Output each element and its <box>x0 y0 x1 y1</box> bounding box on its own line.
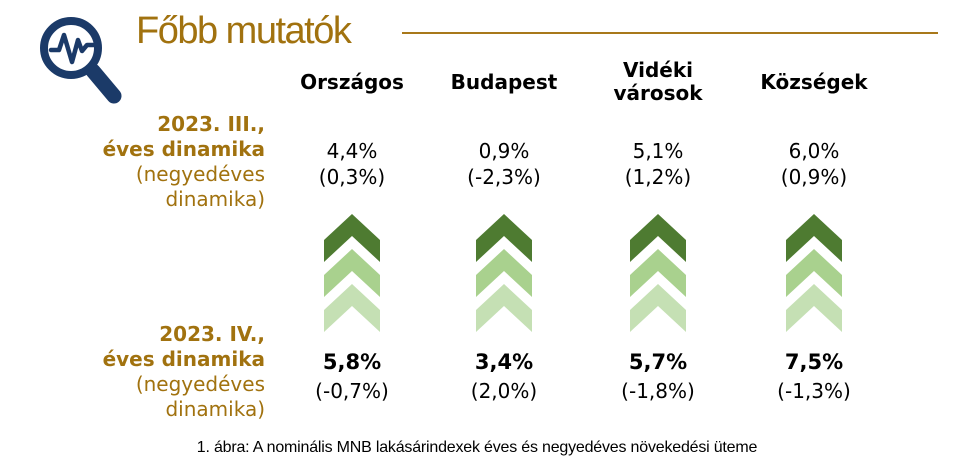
subvalue-q3-videki-varosok: (1,2%) <box>624 165 692 189</box>
value-q4-orszagos: 5,8% <box>322 350 382 374</box>
up-arrows-icon-kozsegek <box>786 214 842 332</box>
up-arrows-icon-budapest <box>476 214 532 332</box>
figure-caption: 1. ábra: A nominális MNB lakásárindexek … <box>196 439 758 456</box>
row-label-2023-q3: 2023. III., éves dinamika (negyedéves di… <box>0 112 265 212</box>
row-label-line: éves dinamika <box>102 137 265 161</box>
value-q3-orszagos: 4,4% <box>326 139 378 163</box>
column-header-videki-varosok: Vidéki városok <box>613 58 703 105</box>
value-q4-kozsegek: 7,5% <box>784 350 844 374</box>
title-divider-line <box>402 32 938 34</box>
subvalue-q4-videki-varosok: (-1,8%) <box>621 379 695 403</box>
up-arrows-icon-orszagos <box>324 214 380 332</box>
row-label-2023-q4: 2023. IV., éves dinamika (negyedéves din… <box>0 322 265 422</box>
row-label-line: 2023. III., <box>157 112 265 136</box>
subvalue-q3-orszagos: (0,3%) <box>318 165 386 189</box>
column-header-kozsegek: Községek <box>760 69 868 94</box>
magnifier-pulse-icon <box>40 17 122 104</box>
value-q4-videki-varosok: 5,7% <box>628 350 688 374</box>
value-q3-budapest: 0,9% <box>478 139 530 163</box>
subvalue-q3-kozsegek: (0,9%) <box>780 165 848 189</box>
subvalue-q4-kozsegek: (-1,3%) <box>777 379 851 403</box>
row-label-line: (negyedéves <box>135 372 265 396</box>
row-label-line: dinamika) <box>165 187 265 211</box>
row-label-line: 2023. IV., <box>159 322 265 346</box>
subvalue-q4-budapest: (2,0%) <box>470 379 538 403</box>
subvalue-q4-orszagos: (-0,7%) <box>315 379 389 403</box>
row-label-line: (negyedéves <box>135 162 265 186</box>
column-header-budapest: Budapest <box>450 69 558 94</box>
page-title: Főbb mutatók <box>136 10 352 52</box>
value-q3-videki-varosok: 5,1% <box>632 139 684 163</box>
column-header-orszagos: Országos <box>300 69 404 94</box>
row-label-line: dinamika) <box>165 397 265 421</box>
subvalue-q3-budapest: (-2,3%) <box>467 165 541 189</box>
value-q4-budapest: 3,4% <box>474 350 534 374</box>
up-arrows-icon-videki-varosok <box>630 214 686 332</box>
row-label-line: éves dinamika <box>102 347 265 371</box>
value-q3-kozsegek: 6,0% <box>788 139 840 163</box>
